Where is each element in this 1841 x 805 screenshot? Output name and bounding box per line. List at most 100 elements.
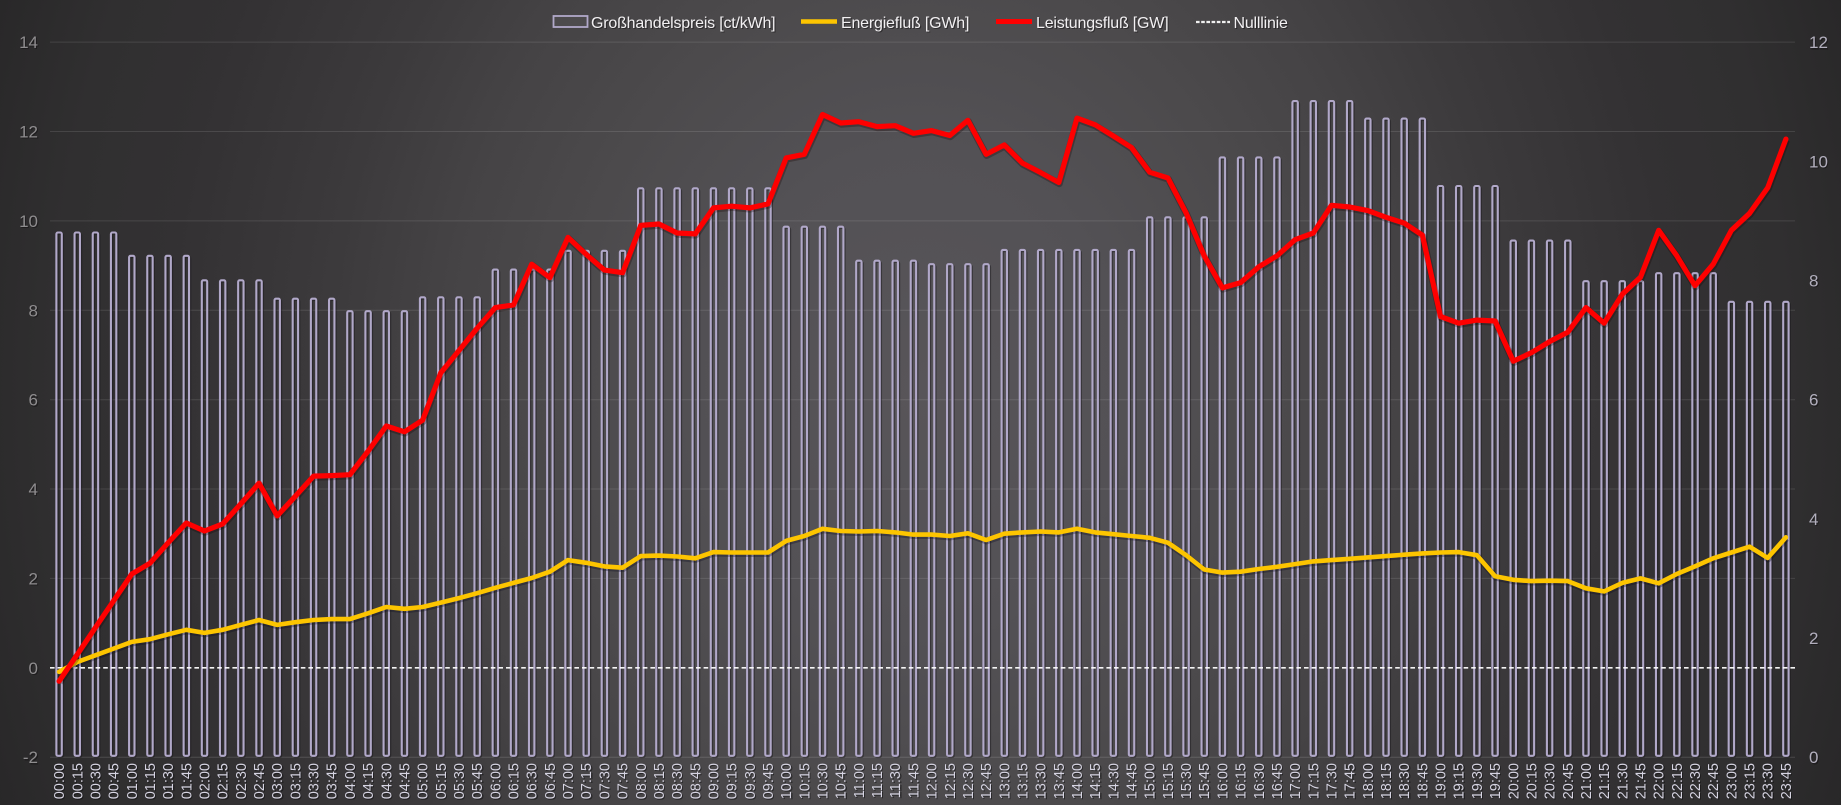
- svg-text:-2: -2: [24, 749, 39, 768]
- svg-text:07:00: 07:00: [561, 763, 577, 799]
- svg-text:16:15: 16:15: [1235, 764, 1251, 800]
- svg-text:2: 2: [30, 571, 39, 590]
- svg-text:16:15: 16:15: [1234, 763, 1250, 799]
- svg-text:0: 0: [1809, 748, 1818, 767]
- svg-text:09:45: 09:45: [761, 763, 777, 799]
- svg-text:10:15: 10:15: [798, 764, 814, 800]
- svg-text:0: 0: [30, 660, 39, 679]
- svg-text:13:00: 13:00: [998, 764, 1014, 800]
- svg-text:04:00: 04:00: [343, 763, 359, 799]
- svg-text:Energiefluß [GWh]: Energiefluß [GWh]: [841, 15, 969, 32]
- svg-text:8: 8: [30, 302, 39, 321]
- svg-text:08:15: 08:15: [653, 764, 669, 800]
- svg-text:11:15: 11:15: [871, 764, 887, 799]
- svg-text:Energiefluß [GWh]: Energiefluß [GWh]: [842, 16, 970, 33]
- svg-text:07:45: 07:45: [616, 763, 632, 799]
- svg-text:10:30: 10:30: [816, 763, 832, 799]
- svg-text:02:15: 02:15: [216, 763, 232, 799]
- svg-text:02:30: 02:30: [235, 764, 251, 800]
- svg-text:18:15: 18:15: [1380, 764, 1396, 800]
- svg-text:04:30: 04:30: [380, 764, 396, 800]
- svg-text:02:00: 02:00: [199, 764, 215, 800]
- svg-text:13:45: 13:45: [1053, 764, 1069, 800]
- svg-text:22:45: 22:45: [1706, 763, 1722, 799]
- svg-text:07:45: 07:45: [617, 764, 633, 800]
- svg-text:03:45: 03:45: [326, 764, 342, 800]
- svg-text:00:15: 00:15: [70, 763, 86, 799]
- svg-text:17:15: 17:15: [1306, 763, 1322, 799]
- svg-text:18:45: 18:45: [1417, 764, 1433, 800]
- svg-text:04:15: 04:15: [361, 763, 377, 799]
- svg-text:12:30: 12:30: [962, 764, 978, 800]
- svg-text:09:15: 09:15: [726, 764, 742, 800]
- svg-text:01:00: 01:00: [126, 764, 142, 800]
- svg-text:2: 2: [29, 569, 38, 588]
- svg-text:14:00: 14:00: [1071, 764, 1087, 800]
- svg-text:15:00: 15:00: [1144, 764, 1160, 800]
- svg-text:23:30: 23:30: [1761, 763, 1777, 799]
- svg-text:20:15: 20:15: [1524, 763, 1540, 799]
- svg-text:17:30: 17:30: [1325, 763, 1341, 799]
- svg-text:06:30: 06:30: [526, 764, 542, 800]
- svg-text:01:45: 01:45: [180, 764, 196, 800]
- svg-text:09:30: 09:30: [743, 763, 759, 799]
- svg-text:14: 14: [19, 33, 38, 52]
- svg-text:05:15: 05:15: [434, 763, 450, 799]
- svg-text:12: 12: [20, 124, 39, 143]
- svg-text:13:45: 13:45: [1052, 763, 1068, 799]
- svg-text:21:45: 21:45: [1635, 764, 1651, 800]
- svg-text:22:00: 22:00: [1652, 763, 1668, 799]
- svg-text:03:30: 03:30: [307, 763, 323, 799]
- svg-text:03:45: 03:45: [325, 763, 341, 799]
- svg-text:01:00: 01:00: [125, 763, 141, 799]
- svg-text:14:15: 14:15: [1088, 763, 1104, 799]
- svg-text:10:30: 10:30: [817, 764, 833, 800]
- svg-text:17:30: 17:30: [1326, 764, 1342, 800]
- svg-text:14:45: 14:45: [1125, 763, 1141, 799]
- svg-text:05:45: 05:45: [471, 764, 487, 800]
- svg-text:21:00: 21:00: [1579, 763, 1595, 799]
- svg-text:02:15: 02:15: [217, 764, 233, 800]
- svg-text:09:00: 09:00: [708, 764, 724, 800]
- svg-text:15:45: 15:45: [1197, 763, 1213, 799]
- svg-text:18:30: 18:30: [1398, 764, 1414, 800]
- svg-text:8: 8: [1810, 273, 1819, 292]
- svg-text:20:45: 20:45: [1562, 764, 1578, 800]
- svg-text:21:45: 21:45: [1634, 763, 1650, 799]
- svg-text:06:00: 06:00: [488, 763, 504, 799]
- svg-text:18:45: 18:45: [1415, 763, 1431, 799]
- svg-text:00:30: 00:30: [88, 763, 104, 799]
- svg-text:20:45: 20:45: [1561, 763, 1577, 799]
- svg-text:11:00: 11:00: [852, 763, 868, 798]
- svg-text:06:15: 06:15: [508, 764, 524, 800]
- svg-text:12: 12: [19, 123, 38, 142]
- svg-text:16:30: 16:30: [1252, 763, 1268, 799]
- svg-text:05:00: 05:00: [416, 763, 432, 799]
- svg-text:21:30: 21:30: [1616, 764, 1632, 800]
- svg-text:23:15: 23:15: [1743, 763, 1759, 799]
- svg-text:04:00: 04:00: [344, 764, 360, 800]
- svg-text:23:00: 23:00: [1724, 763, 1740, 799]
- svg-text:02:00: 02:00: [198, 763, 214, 799]
- svg-text:10:45: 10:45: [835, 764, 851, 800]
- svg-text:08:45: 08:45: [688, 763, 704, 799]
- svg-text:14:45: 14:45: [1126, 764, 1142, 800]
- svg-text:10: 10: [20, 213, 39, 232]
- svg-text:19:30: 19:30: [1470, 763, 1486, 799]
- svg-text:23:45: 23:45: [1779, 763, 1795, 799]
- svg-text:Großhandelspreis [ct/kWh]: Großhandelspreis [ct/kWh]: [591, 15, 775, 32]
- svg-text:6: 6: [1810, 392, 1819, 411]
- svg-text:01:30: 01:30: [162, 764, 178, 800]
- svg-text:15:00: 15:00: [1143, 763, 1159, 799]
- svg-text:8: 8: [1809, 272, 1818, 291]
- svg-text:Großhandelspreis [ct/kWh]: Großhandelspreis [ct/kWh]: [592, 16, 776, 33]
- svg-text:20:00: 20:00: [1507, 764, 1523, 800]
- svg-text:00:30: 00:30: [90, 764, 106, 800]
- svg-text:21:15: 21:15: [1597, 763, 1613, 799]
- svg-text:07:00: 07:00: [562, 764, 578, 800]
- svg-text:04:30: 04:30: [379, 763, 395, 799]
- svg-text:05:30: 05:30: [453, 764, 469, 800]
- svg-text:10:00: 10:00: [779, 763, 795, 799]
- svg-text:03:30: 03:30: [308, 764, 324, 800]
- svg-text:22:15: 22:15: [1670, 763, 1686, 799]
